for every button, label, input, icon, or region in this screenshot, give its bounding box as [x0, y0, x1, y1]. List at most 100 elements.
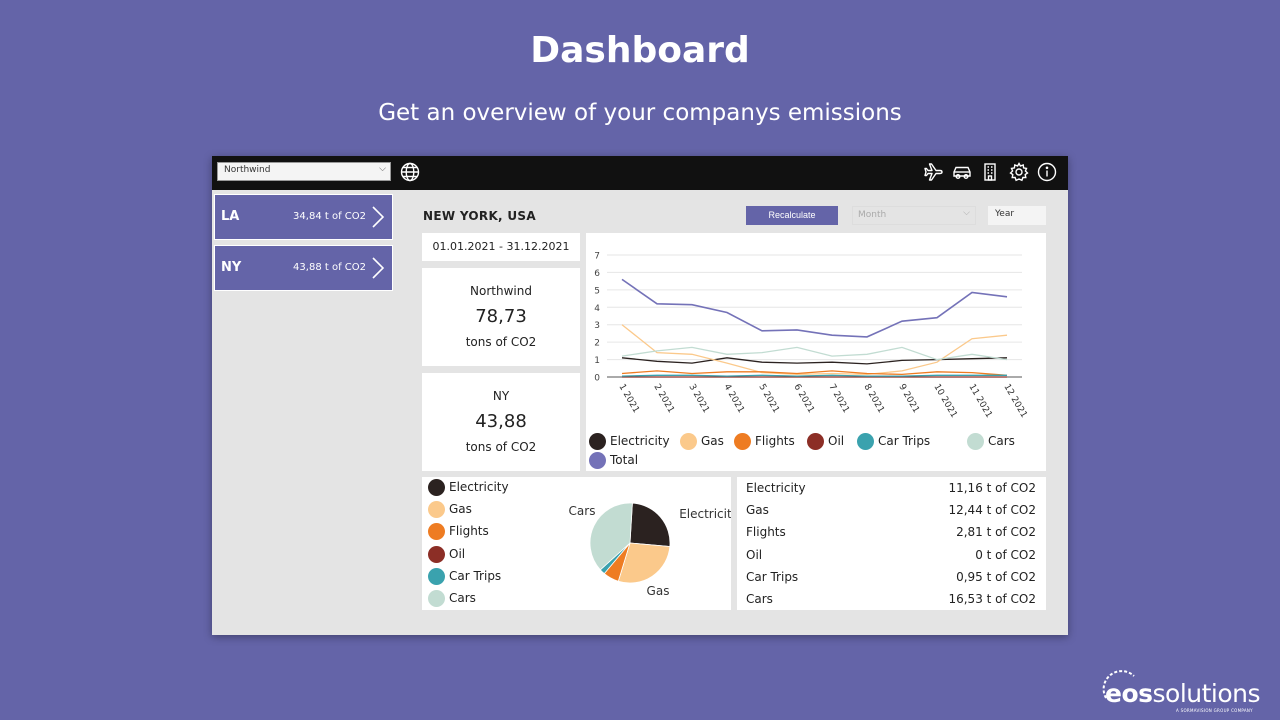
legend-item[interactable]: Gas — [680, 433, 724, 450]
y-tick-label: 2 — [594, 339, 600, 349]
pie-legend-item[interactable]: Car Trips — [428, 567, 501, 585]
y-tick-label: 1 — [594, 356, 600, 366]
building-icon[interactable] — [979, 161, 1001, 183]
pie-slice-cars — [589, 502, 633, 571]
legend-item[interactable]: Oil — [807, 433, 844, 450]
legend-swatch — [734, 433, 751, 450]
pie-legend-item[interactable]: Cars — [428, 590, 476, 607]
pie-legend-item[interactable]: Gas — [428, 501, 472, 519]
series-line-car-trips — [621, 374, 1007, 377]
date-range: 01.01.2021 - 31.12.2021 — [422, 233, 580, 261]
pie-slice-label: Electricity — [679, 507, 731, 521]
kpi-name: Northwind — [470, 284, 532, 298]
location-kpi-card: NY 43,88 tons of CO2 — [422, 373, 580, 471]
location-code: NY — [221, 260, 242, 275]
series-line-flights — [621, 370, 1008, 376]
legend-swatch — [807, 433, 824, 450]
y-tick-label: 6 — [594, 269, 600, 279]
globe-icon[interactable] — [399, 161, 421, 183]
y-tick-label: 7 — [594, 252, 600, 262]
category-emissions: 2,81 t of CO2 — [956, 525, 1036, 540]
legend-item[interactable]: Electricity — [589, 433, 670, 450]
pie-legend-item[interactable]: Oil — [428, 545, 465, 563]
pie-legend-item[interactable]: Electricity — [428, 479, 509, 496]
monthly-emissions-chart-panel: 0 1 2 3 4 5 6 7 1 2021 2 2021 3 2021 4 2021 5 2021 6 … — [586, 233, 1046, 471]
plane-icon[interactable] — [923, 161, 945, 183]
legend-item[interactable]: Total — [589, 452, 638, 469]
company-select-value: Northwind — [224, 165, 271, 175]
location-emissions: 43,88 t of CO2 — [293, 262, 366, 273]
city-title: NEW YORK, USA — [423, 209, 536, 223]
legend-label: Flights — [755, 434, 795, 448]
category-emissions: 0,95 t of CO2 — [956, 569, 1036, 584]
legend-swatch — [589, 452, 606, 469]
legend-swatch — [428, 590, 445, 607]
logo-tagline: A SORMAVISION GROUP COMPANY — [1176, 708, 1253, 713]
pie-slice-label: Cars — [569, 504, 596, 518]
location-emissions: 34,84 t of CO2 — [293, 211, 366, 222]
category-name: Electricity — [746, 481, 806, 495]
y-tick-label: 0 — [594, 374, 600, 384]
series-line-electricity — [621, 357, 1008, 365]
legend-label: Electricity — [610, 434, 670, 448]
slide-subtitle: Get an overview of your companys emissio… — [378, 100, 902, 126]
year-select[interactable]: Year — [988, 206, 1046, 225]
legend-label: Cars — [449, 591, 476, 605]
kpi-value: 78,73 — [475, 306, 527, 327]
slide-title: Dashboard — [530, 30, 750, 71]
category-name: Flights — [746, 525, 786, 540]
year-value: Year — [995, 209, 1015, 219]
info-icon[interactable] — [1036, 161, 1058, 183]
car-icon[interactable] — [951, 161, 973, 183]
month-select[interactable]: Month ⌵ — [852, 206, 976, 225]
category-name: Gas — [746, 503, 769, 518]
category-name: Oil — [746, 547, 763, 562]
legend-label: Oil — [828, 434, 845, 448]
series-line-cars — [621, 346, 1008, 361]
pie-slice-gas — [617, 542, 671, 584]
x-tick-label: 9 2021 — [896, 383, 920, 415]
emission-share-pie-chart: Electricity Gas Cars — [569, 502, 731, 598]
kpi-unit: tons of CO2 — [465, 335, 537, 349]
kpi-name: NY — [492, 389, 510, 403]
category-emissions: 12,44 t of CO2 — [948, 503, 1036, 518]
legend-swatch — [428, 523, 445, 541]
y-tick-label: 4 — [594, 304, 600, 314]
series-line-total — [621, 278, 1008, 338]
top-bar: Northwind ⌵ — [212, 156, 1068, 190]
x-tick-label: 12 2021 — [1001, 383, 1028, 420]
x-tick-label: 1 2021 — [616, 383, 640, 415]
pie-slice-label: Gas — [647, 584, 670, 598]
x-tick-label: 10 2021 — [931, 383, 958, 420]
company-select[interactable]: Northwind ⌵ — [217, 162, 391, 181]
pie-slice-electricity — [629, 502, 671, 547]
x-tick-label: 3 2021 — [686, 383, 710, 415]
legend-swatch — [857, 433, 874, 450]
monthly-emissions-line-chart: 0 1 2 3 4 5 6 7 1 2021 2 2021 3 2021 4 2021 5 2021 6 … — [594, 252, 1028, 420]
legend-item[interactable]: Car Trips — [857, 433, 930, 450]
x-tick-label: 8 2021 — [861, 383, 885, 415]
x-tick-label: 11 2021 — [966, 383, 993, 420]
legend-swatch — [428, 567, 445, 585]
x-tick-label: 2 2021 — [651, 383, 675, 415]
legend-item[interactable]: Cars — [967, 433, 1015, 450]
logo-arc-icon — [1102, 670, 1135, 699]
category-name: Cars — [746, 592, 773, 606]
legend-label: Car Trips — [878, 434, 931, 448]
legend-swatch — [967, 433, 984, 450]
recalculate-button[interactable]: Recalculate — [746, 206, 838, 225]
pie-legend-item[interactable]: Flights — [428, 523, 489, 541]
x-tick-label: 7 2021 — [826, 383, 850, 415]
legend-swatch — [428, 545, 445, 563]
kpi-value: 43,88 — [475, 411, 527, 432]
chevron-right-icon — [372, 257, 385, 279]
logo-wordmark: eossolutions — [1105, 679, 1261, 708]
location-card-ny[interactable]: NY 43,88 t of CO2 — [214, 245, 393, 291]
x-tick-label: 5 2021 — [756, 383, 780, 415]
legend-label: Gas — [701, 434, 724, 448]
gear-icon[interactable] — [1008, 161, 1030, 183]
location-card-la[interactable]: LA 34,84 t of CO2 — [214, 194, 393, 240]
legend-item[interactable]: Flights — [734, 433, 795, 450]
category-emissions: 0 t of CO2 — [975, 547, 1036, 562]
company-kpi-card: Northwind 78,73 tons of CO2 — [422, 268, 580, 366]
